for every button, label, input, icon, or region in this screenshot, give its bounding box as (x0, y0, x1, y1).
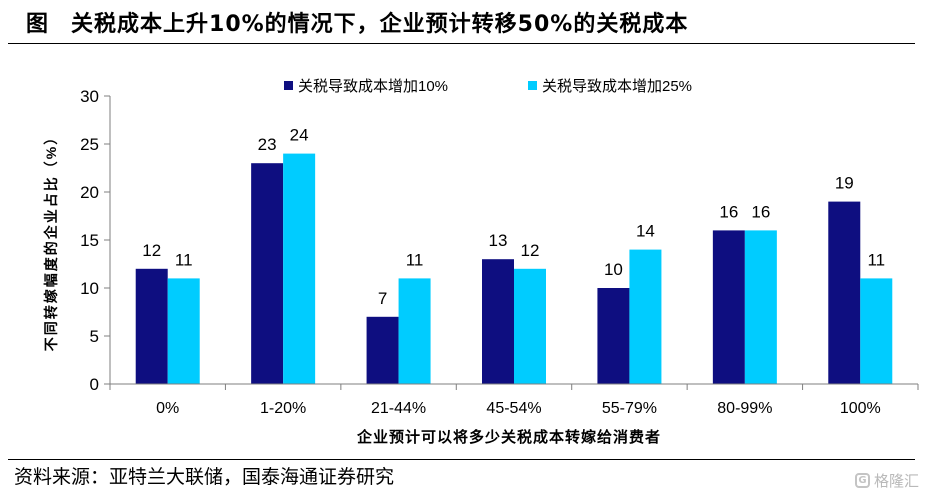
y-tick-label: 0 (90, 375, 99, 394)
bar-series-2 (167, 278, 200, 384)
figure-title-lead: 图 (26, 12, 50, 37)
y-axis-label: 不同转嫁幅度的企业占比（%） (43, 129, 59, 351)
x-tick-label: 1-20% (260, 400, 306, 417)
x-axis: 0% 1-20% 21-44% 45-54% 55-79% 80-99% 100% (109, 383, 919, 417)
data-label: 23 (258, 135, 277, 154)
bar-series-2 (514, 268, 546, 384)
data-label: 19 (835, 174, 854, 193)
chart-legend: 关税导致成本增加10% 关税导致成本增加25% (284, 78, 692, 95)
data-label: 12 (142, 241, 161, 260)
data-label: 7 (378, 289, 387, 308)
bar-series-2 (744, 230, 777, 384)
y-tick-label: 30 (80, 87, 99, 106)
x-tick-label: 55-79% (602, 400, 657, 417)
y-tick-label: 10 (80, 279, 99, 298)
figure-title: 图关税成本上升10%的情况下，企业预计转移50%的关税成本 (26, 6, 688, 38)
y-tick-label: 5 (90, 327, 99, 346)
legend-label: 关税导致成本增加25% (542, 78, 692, 95)
x-tick-label: 80-99% (717, 400, 772, 417)
y-axis: 0 5 10 15 20 25 30 (80, 87, 111, 394)
watermark: G 格隆汇 (854, 470, 919, 491)
bar-series-1 (135, 268, 168, 384)
bar-series-1 (251, 163, 284, 384)
bar-series-1 (597, 288, 630, 384)
data-label: 10 (604, 260, 623, 279)
bar-series-1 (366, 316, 399, 384)
bars: 12 23 7 13 10 16 19 11 24 11 12 14 16 11 (135, 126, 893, 384)
bar-series-2 (629, 249, 662, 384)
x-tick-label: 21-44% (371, 400, 426, 417)
data-label: 16 (719, 202, 738, 221)
figure-title-text: 关税成本上升10%的情况下，企业预计转移50%的关税成本 (71, 12, 689, 37)
bar-series-2 (398, 278, 431, 384)
data-label: 14 (636, 222, 655, 241)
data-label: 12 (521, 241, 540, 260)
title-divider (8, 43, 915, 44)
data-label: 13 (489, 231, 508, 250)
data-label: 11 (175, 250, 193, 269)
data-label: 16 (751, 202, 770, 221)
data-label: 11 (867, 250, 885, 269)
watermark-text: 格隆汇 (873, 472, 919, 490)
source-divider (8, 459, 915, 460)
bar-series-1 (712, 230, 745, 384)
x-tick-label: 100% (840, 400, 881, 417)
x-tick-label: 0% (156, 400, 179, 417)
source-note: 资料来源：亚特兰大联储，国泰海通证券研究 (14, 466, 395, 488)
y-tick-label: 20 (80, 183, 99, 202)
gelonghui-logo-icon: G (854, 473, 870, 488)
legend-label: 关税导致成本增加10% (298, 78, 448, 95)
legend-swatch (528, 81, 537, 90)
bar-series-1 (482, 259, 514, 384)
y-tick-label: 15 (80, 231, 99, 250)
data-label: 24 (290, 126, 309, 145)
bar-series-2 (283, 153, 316, 384)
x-tick-label: 45-54% (486, 400, 541, 417)
x-axis-label: 企业预计可以将多少关税成本转嫁给消费者 (356, 428, 661, 446)
bar-series-1 (828, 201, 861, 384)
data-label: 11 (406, 250, 424, 269)
y-tick-label: 25 (80, 135, 99, 154)
bar-series-2 (860, 278, 893, 384)
legend-swatch (284, 81, 293, 90)
